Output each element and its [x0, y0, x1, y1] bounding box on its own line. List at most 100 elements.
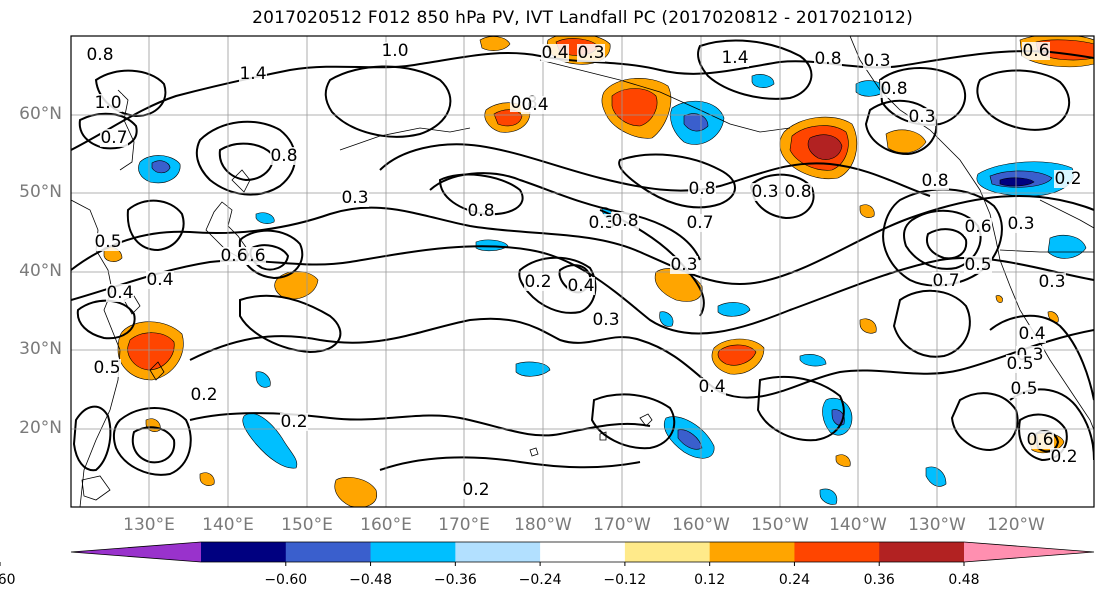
map-frame — [70, 35, 1095, 508]
contour-labels: 0.81.00.71.40.80.30.60.40.50.40.50.81.40… — [86, 41, 1082, 500]
colorbar-label: −0.36 — [433, 572, 477, 588]
contour-label: 0.6 — [220, 246, 247, 266]
colorbar-label: −0.60 — [264, 572, 308, 588]
contour-label: 0.8 — [814, 49, 841, 69]
contour-label-background — [239, 65, 267, 83]
contour-label: 0.3 — [863, 51, 890, 71]
contour-label: 0.5 — [964, 255, 991, 275]
colorbar-segment — [201, 542, 287, 562]
contour-label: 0.7 — [932, 271, 959, 291]
contour-label: 0.8 — [784, 182, 811, 202]
lon-tick-label: 180°W — [514, 515, 572, 535]
contour-label-background — [341, 189, 369, 207]
lon-tick-label: 130°W — [908, 515, 966, 535]
contour-label: 0.8 — [86, 45, 113, 65]
contour-label-background — [190, 386, 218, 404]
contour-label: 0.2 — [280, 412, 307, 432]
contour-label-background — [577, 44, 605, 62]
contour-label-background — [521, 96, 549, 114]
colorbar-segment — [540, 542, 626, 562]
contour-label-background — [611, 212, 639, 230]
colorbar-outline — [70, 541, 1095, 563]
contour-label-background — [146, 271, 174, 289]
lat-tick-label: 50°N — [19, 182, 62, 202]
contour-label-background — [1022, 42, 1050, 60]
lon-tick-label: 170°E — [438, 515, 490, 535]
lat-tick-label: 20°N — [19, 418, 62, 438]
contour-label-background — [921, 172, 949, 190]
contour-label-background — [1026, 431, 1054, 449]
colorbar-segment — [709, 542, 795, 562]
contour-label-background — [932, 272, 960, 290]
contour-label: 0.6 — [1026, 430, 1053, 450]
contour-label: 0.3 — [592, 310, 619, 330]
contour-label-background — [1018, 325, 1046, 343]
colorbar-label: −0.48 — [349, 572, 392, 588]
contour-label-background — [462, 481, 490, 499]
lat-tick-label: 40°N — [19, 261, 62, 281]
contour-label-background — [592, 311, 620, 329]
colorbar-segment — [794, 542, 880, 562]
contour-label-background — [863, 52, 891, 70]
contour-label: 0.3 — [341, 188, 368, 208]
colorbar-segment — [624, 542, 711, 562]
contour-label-background — [106, 284, 134, 302]
contour-label-background — [686, 214, 714, 232]
contour-label-background — [86, 46, 114, 64]
colorbar-label: 0.12 — [694, 572, 726, 588]
contour-label: 0.3 — [1038, 272, 1065, 292]
contour-label: 1.4 — [239, 64, 266, 84]
contour-label-background — [1007, 215, 1035, 233]
lon-tick-label: 150°W — [751, 515, 809, 535]
contour-label: 0.3 — [908, 107, 935, 127]
colorbar-segment — [370, 542, 456, 562]
contour-label: 0.3 — [577, 43, 604, 63]
lon-tick-label: 140°E — [202, 515, 254, 535]
contour-label-background — [814, 50, 842, 68]
contour-label: 0.8 — [611, 211, 638, 231]
contour-label-background — [908, 108, 936, 126]
contour-label-background — [1010, 380, 1038, 398]
contour-label-background — [964, 256, 992, 274]
map-plot-area: 0.81.00.71.40.80.30.60.40.50.40.50.81.40… — [71, 36, 1094, 507]
colorbar — [0, 541, 1095, 566]
lon-tick-label: 160°E — [360, 515, 412, 535]
colorbar-extend-max — [964, 542, 1094, 562]
colorbar-label: −0.24 — [518, 572, 562, 588]
contour-label: 0.8 — [921, 171, 948, 191]
contour-label: 0.4 — [541, 43, 568, 63]
colorbar-segment — [455, 542, 541, 562]
lon-tick-label: 130°E — [123, 515, 175, 535]
colorbar-label: 0.24 — [778, 572, 811, 588]
contour-label-background — [220, 247, 248, 265]
contour-label: 0.4 — [698, 377, 725, 397]
contour-label-background — [270, 147, 298, 165]
map-title: 2017020512 F012 850 hPa PV, IVT Landfall… — [252, 8, 913, 28]
colorbar-label: 0.36 — [863, 572, 895, 588]
contour-label-background — [1050, 448, 1078, 466]
contour-label: 0.8 — [270, 146, 297, 166]
colorbar-extend-min — [71, 542, 201, 562]
contour-label: 1.4 — [721, 48, 748, 68]
contour-label: 0.3 — [588, 213, 615, 233]
contour-label-background — [721, 49, 749, 67]
contour-label: 0.5 — [94, 232, 121, 252]
contour-label: 0.2 — [190, 385, 217, 405]
contour-label-background — [880, 80, 908, 98]
contour-label: 0.4 — [146, 270, 173, 290]
contour-label: 0.5 — [93, 358, 120, 378]
lat-tick-label: 30°N — [19, 339, 62, 359]
contour-label-background — [567, 277, 595, 295]
contour-label-background — [688, 180, 716, 198]
contour-label-background — [1038, 273, 1066, 291]
contour-label: 0.4 — [1018, 324, 1045, 344]
contour-label: 1.0 — [94, 93, 121, 113]
contour-label-background — [94, 94, 122, 112]
colorbar-label: 0.48 — [948, 572, 980, 588]
colorbar-segment — [879, 542, 965, 562]
contour-label: 0.8 — [688, 179, 715, 199]
contour-label: 0.2 — [462, 480, 489, 500]
contour-label: 0.2 — [524, 272, 551, 292]
contour-label-background — [100, 129, 128, 147]
contour-label-background — [784, 183, 812, 201]
